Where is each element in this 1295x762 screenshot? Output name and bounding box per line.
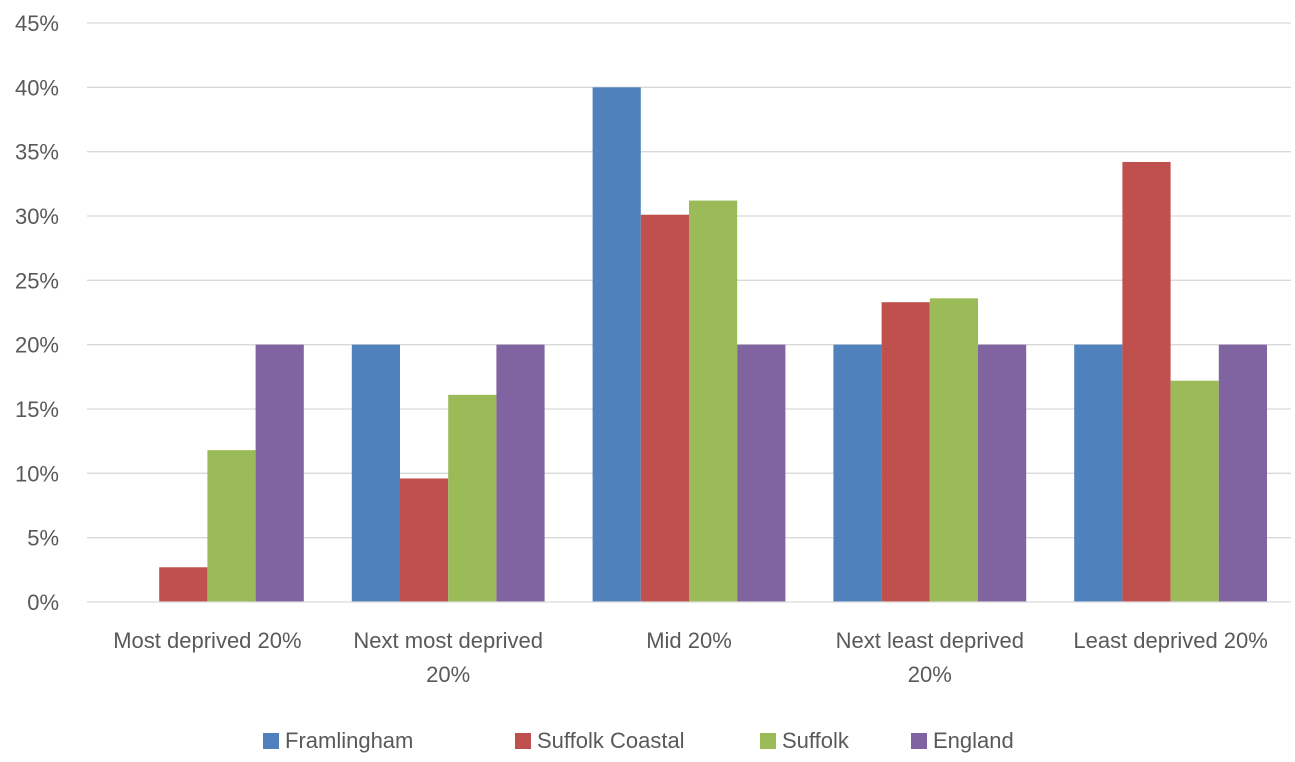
y-axis-tick-labels: 0% 5% 10% 15% 20% 25% 30% 35% 40% 45% xyxy=(15,11,59,615)
bar-suffolk xyxy=(448,394,497,602)
legend-item-suffolk: Suffolk xyxy=(760,728,850,753)
bar-suffolk-coastal xyxy=(1122,161,1171,602)
bar-suffolk-coastal xyxy=(640,214,689,603)
x-axis-category-labels: Most deprived 20% Next most deprived 20% Mi… xyxy=(113,628,1268,687)
legend-swatch xyxy=(263,733,279,749)
legend-label: Framlingham xyxy=(285,728,413,753)
y-tick-label: 5% xyxy=(27,526,59,551)
bar-framlingham xyxy=(351,344,400,602)
bar-england xyxy=(1218,344,1267,602)
bar-england xyxy=(496,344,545,602)
bar-suffolk xyxy=(1170,380,1219,602)
x-category-label: Next least deprived 20% xyxy=(836,628,1024,687)
legend-swatch xyxy=(760,733,776,749)
legend: Framlingham Suffolk Coastal Suffolk England xyxy=(263,728,1014,753)
x-category-label: Most deprived 20% xyxy=(113,628,301,653)
x-category-label: Next most deprived 20% xyxy=(353,628,543,687)
bar-framlingham xyxy=(833,344,882,602)
legend-swatch xyxy=(515,733,531,749)
bar-england xyxy=(978,344,1027,602)
bar-england xyxy=(737,344,786,602)
bar-england xyxy=(255,344,304,602)
bar-suffolk xyxy=(929,298,978,602)
legend-item-framlingham: Framlingham xyxy=(263,728,413,753)
legend-swatch xyxy=(911,733,927,749)
y-tick-label: 20% xyxy=(15,333,59,358)
bar-suffolk-coastal xyxy=(881,302,930,602)
bar-suffolk xyxy=(207,450,256,602)
y-tick-label: 45% xyxy=(15,11,59,36)
y-tick-label: 0% xyxy=(27,590,59,615)
y-tick-label: 15% xyxy=(15,397,59,422)
y-tick-label: 10% xyxy=(15,461,59,486)
x-category-label: Mid 20% xyxy=(646,628,732,653)
bar-framlingham xyxy=(592,87,641,603)
y-tick-label: 35% xyxy=(15,140,59,165)
legend-label: Suffolk Coastal xyxy=(537,728,685,753)
bar-suffolk xyxy=(689,200,738,602)
bar-framlingham xyxy=(1074,344,1123,602)
legend-item-suffolk-coastal: Suffolk Coastal xyxy=(515,728,685,753)
y-tick-label: 40% xyxy=(15,75,59,100)
bar-suffolk-coastal xyxy=(400,478,449,602)
bars xyxy=(159,87,1267,603)
legend-label: England xyxy=(933,728,1014,753)
x-category-label: Least deprived 20% xyxy=(1073,628,1267,653)
y-tick-label: 30% xyxy=(15,204,59,229)
bar-suffolk-coastal xyxy=(159,567,208,602)
legend-item-england: England xyxy=(911,728,1014,753)
y-tick-label: 25% xyxy=(15,268,59,293)
legend-label: Suffolk xyxy=(782,728,850,753)
